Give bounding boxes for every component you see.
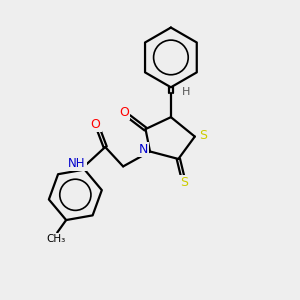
Text: N: N bbox=[139, 142, 148, 156]
Text: O: O bbox=[119, 106, 129, 118]
Text: O: O bbox=[91, 118, 100, 131]
Text: CH₃: CH₃ bbox=[46, 234, 65, 244]
Text: H: H bbox=[182, 87, 190, 97]
Text: S: S bbox=[180, 176, 188, 189]
Text: NH: NH bbox=[68, 157, 86, 170]
Text: S: S bbox=[199, 129, 207, 142]
